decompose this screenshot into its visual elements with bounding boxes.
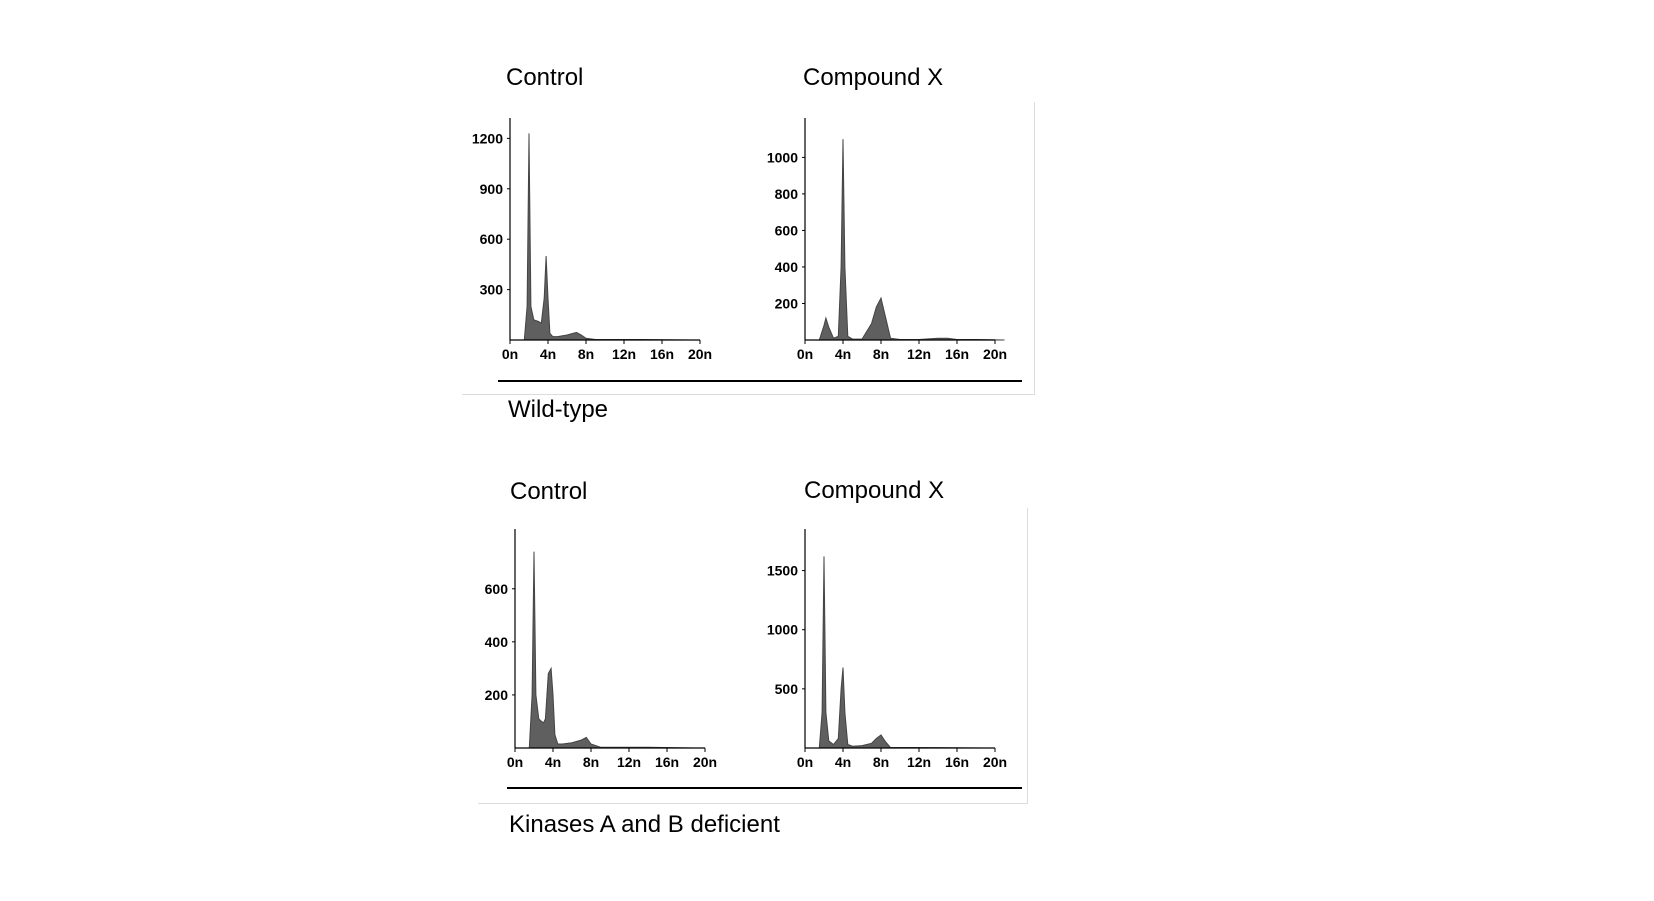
chart-kd-control: 0n 4n 8n 12n 16n 20n 200 400 600 <box>485 529 717 770</box>
x-tick-label: 20n <box>688 346 712 362</box>
x-tick-label: 16n <box>650 346 674 362</box>
y-tick-label: 400 <box>775 259 799 275</box>
histogram-area <box>523 133 691 341</box>
x-tick-label: 0n <box>507 754 523 770</box>
x-tick-label: 0n <box>502 346 518 362</box>
chart-title-kd-control: Control <box>510 478 588 505</box>
x-tick-label: 8n <box>873 754 889 770</box>
x-tick-label: 16n <box>945 754 969 770</box>
y-tick-label: 800 <box>775 186 799 202</box>
kinase-deficient-panel-frame <box>478 508 1028 804</box>
y-tick-label: 900 <box>480 181 504 197</box>
x-tick-label: 4n <box>540 346 556 362</box>
y-tick-label: 1500 <box>767 563 798 579</box>
y-tick-label: 300 <box>480 282 504 298</box>
group-label-wild-type: Wild-type <box>508 396 609 423</box>
x-tick-label: 8n <box>583 754 599 770</box>
y-tick-label: 200 <box>485 687 509 703</box>
x-tick-label: 4n <box>545 754 561 770</box>
x-tick-label: 16n <box>945 346 969 362</box>
kinase-deficient-separator <box>507 787 1022 789</box>
x-tick-label: 20n <box>693 754 717 770</box>
chart-wt-compound: 0n 4n 8n 12n 16n 20n 200 400 600 800 1000 <box>767 118 1007 362</box>
x-tick-label: 0n <box>797 754 813 770</box>
chart-title-kd-compound: Compound X <box>804 477 945 504</box>
chart-wt-control: 0n 4n 8n 12n 16n 20n 300 600 900 1200 <box>472 118 712 362</box>
wild-type-panel-frame <box>462 102 1035 395</box>
x-tick-label: 4n <box>835 754 851 770</box>
x-tick-label: 12n <box>907 754 931 770</box>
x-tick-label: 12n <box>617 754 641 770</box>
x-tick-label: 8n <box>873 346 889 362</box>
histogram-area <box>818 556 986 749</box>
y-tick-label: 600 <box>485 581 509 597</box>
y-tick-label: 600 <box>775 222 799 238</box>
histogram-area <box>818 139 1005 341</box>
wild-type-separator <box>498 380 1022 382</box>
x-tick-label: 0n <box>797 346 813 362</box>
y-tick-label: 500 <box>775 681 799 697</box>
x-tick-label: 12n <box>612 346 636 362</box>
chart-title-wt-control: Control <box>506 64 584 91</box>
x-tick-label: 20n <box>983 346 1007 362</box>
chart-title-wt-compound: Compound X <box>803 64 944 91</box>
y-tick-label: 400 <box>485 634 509 650</box>
x-tick-label: 8n <box>578 346 594 362</box>
y-tick-label: 200 <box>775 295 799 311</box>
x-tick-label: 12n <box>907 346 931 362</box>
group-label-kinase-deficient: Kinases A and B deficient <box>509 811 780 838</box>
y-tick-label: 1000 <box>767 149 798 165</box>
x-tick-label: 16n <box>655 754 679 770</box>
x-tick-label: 4n <box>835 346 851 362</box>
y-tick-label: 1000 <box>767 622 798 638</box>
y-tick-label: 1200 <box>472 130 503 146</box>
histogram-area <box>528 551 696 749</box>
x-tick-label: 20n <box>983 754 1007 770</box>
y-tick-label: 600 <box>480 231 504 247</box>
chart-kd-compound: 0n 4n 8n 12n 16n 20n 500 1000 1500 <box>767 529 1007 770</box>
